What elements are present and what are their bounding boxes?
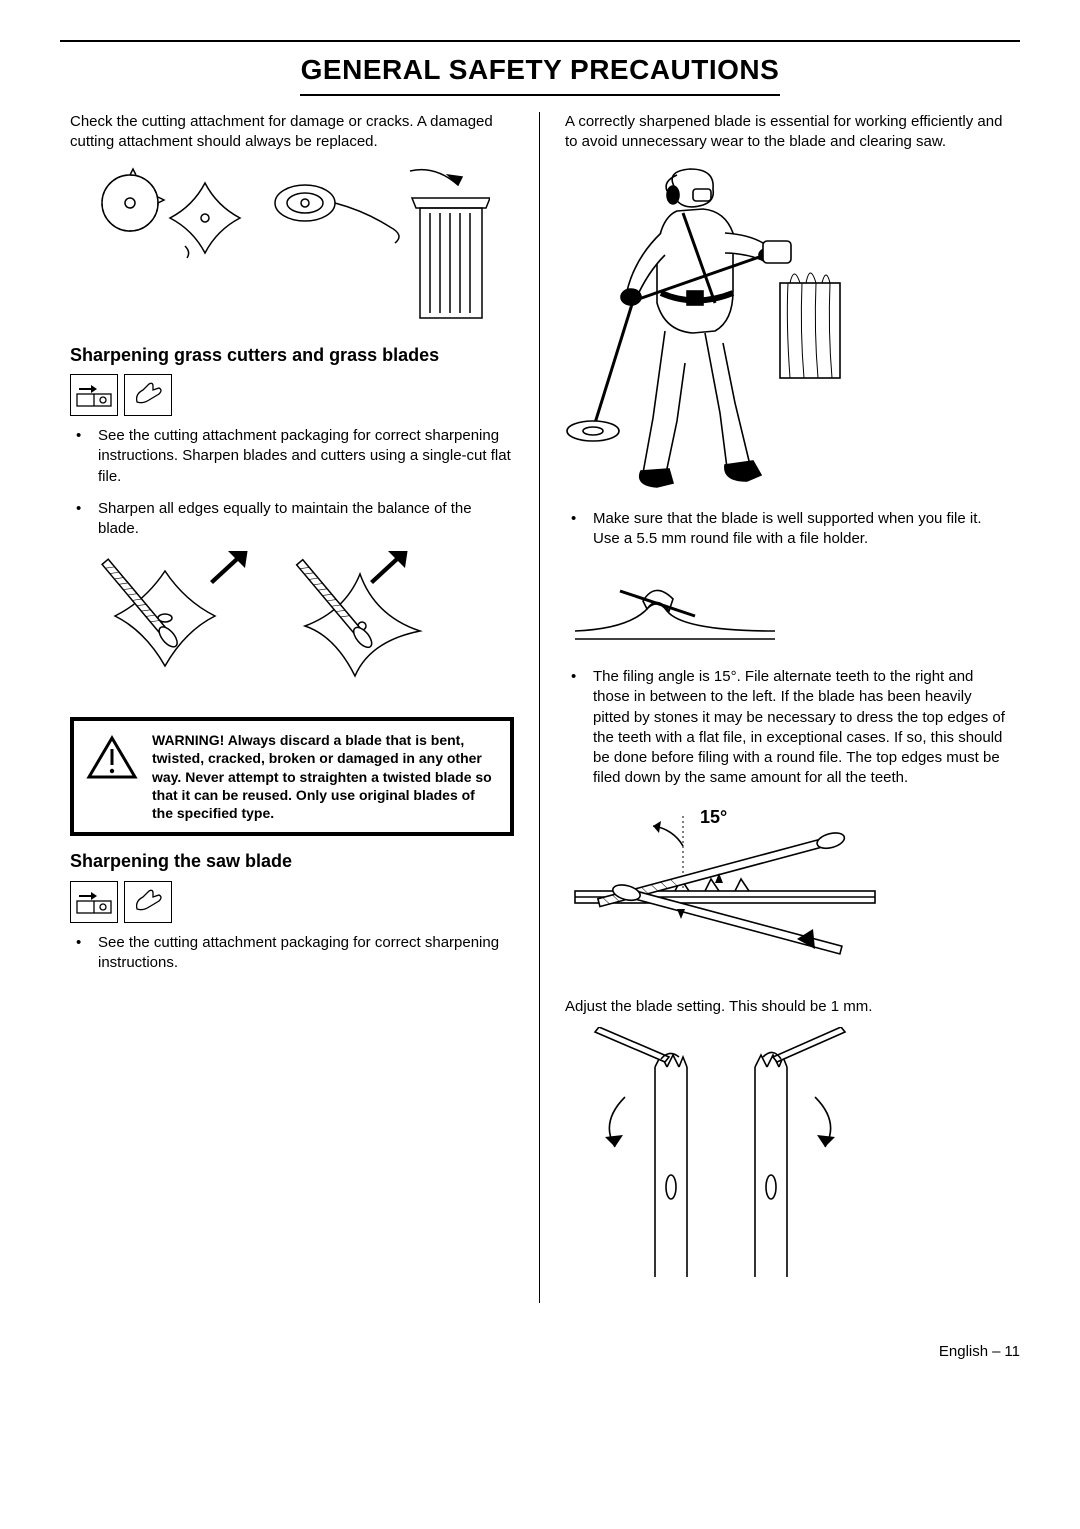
blades-trash-svg bbox=[70, 163, 490, 328]
blade-setting-illustration bbox=[565, 1027, 1010, 1287]
list-item: • The filing angle is 15°. File alternat… bbox=[565, 667, 1010, 789]
sharpening-grass-heading: Sharpening grass cutters and grass blade… bbox=[70, 344, 514, 367]
manual-icon-row-1 bbox=[70, 374, 514, 416]
hand-pointing-icon bbox=[124, 881, 172, 923]
angle-label-text: 15° bbox=[700, 807, 727, 827]
footer-page: 11 bbox=[1004, 1343, 1020, 1360]
list-item: • Make sure that the blade is well suppo… bbox=[565, 509, 1010, 550]
two-column-layout: Check the cutting attachment for damage … bbox=[60, 112, 1020, 1303]
list-item: • See the cutting attachment packaging f… bbox=[70, 426, 514, 487]
hand-pointing-icon bbox=[124, 374, 172, 416]
left-column: Check the cutting attachment for damage … bbox=[60, 112, 540, 1303]
bullet-dot: • bbox=[70, 499, 98, 540]
saw-bullets: • See the cutting attachment packaging f… bbox=[70, 933, 514, 974]
sharpening-saw-heading: Sharpening the saw blade bbox=[70, 850, 514, 873]
footer-lang: English bbox=[939, 1343, 988, 1360]
blade-setting-svg bbox=[565, 1027, 885, 1287]
filing-angle-bullets: • The filing angle is 15°. File alternat… bbox=[565, 667, 1010, 789]
right-intro-paragraph: A correctly sharpened blade is essential… bbox=[565, 112, 1010, 153]
person-clearing-saw-illustration bbox=[565, 163, 1010, 493]
support-bullets: • Make sure that the blade is well suppo… bbox=[565, 509, 1010, 550]
warning-text: WARNING! Always discard a blade that is … bbox=[152, 731, 498, 822]
right-column: A correctly sharpened blade is essential… bbox=[540, 112, 1020, 1303]
grass-bullets: • See the cutting attachment packaging f… bbox=[70, 426, 514, 539]
file-blades-svg bbox=[70, 551, 470, 701]
title-underline bbox=[300, 94, 780, 96]
left-intro-paragraph: Check the cutting attachment for damage … bbox=[70, 112, 514, 153]
bullet-text: Make sure that the blade is well support… bbox=[593, 509, 1010, 550]
booklet-arrow-icon bbox=[70, 374, 118, 416]
manual-icon-row-2 bbox=[70, 881, 514, 923]
bullet-text: Sharpen all edges equally to maintain th… bbox=[98, 499, 514, 540]
damaged-attachment-illustration bbox=[70, 163, 514, 328]
bullet-text: See the cutting attachment packaging for… bbox=[98, 426, 514, 487]
person-svg bbox=[565, 163, 865, 493]
bullet-dot: • bbox=[70, 426, 98, 487]
list-item: • See the cutting attachment packaging f… bbox=[70, 933, 514, 974]
footer-dash: – bbox=[992, 1343, 1000, 1360]
booklet-arrow-icon bbox=[70, 881, 118, 923]
filing-angle-illustration: 15° bbox=[565, 801, 1010, 981]
bullet-dot: • bbox=[565, 509, 593, 550]
page-title: GENERAL SAFETY PRECAUTIONS bbox=[60, 54, 1020, 86]
adjust-setting-text: Adjust the blade setting. This should be… bbox=[565, 997, 1010, 1017]
bullet-text: The filing angle is 15°. File alternate … bbox=[593, 667, 1010, 789]
bullet-dot: • bbox=[70, 933, 98, 974]
warning-box: WARNING! Always discard a blade that is … bbox=[70, 717, 514, 836]
warning-triangle-icon bbox=[86, 735, 138, 787]
bullet-dot: • bbox=[565, 667, 593, 789]
file-holder-svg bbox=[565, 561, 785, 651]
bullet-text: See the cutting attachment packaging for… bbox=[98, 933, 514, 974]
filing-angle-svg: 15° bbox=[565, 801, 885, 981]
page-footer: English – 11 bbox=[60, 1343, 1020, 1360]
top-rule bbox=[60, 40, 1020, 42]
file-blades-illustration bbox=[70, 551, 514, 701]
list-item: • Sharpen all edges equally to maintain … bbox=[70, 499, 514, 540]
file-holder-illustration bbox=[565, 561, 1010, 651]
